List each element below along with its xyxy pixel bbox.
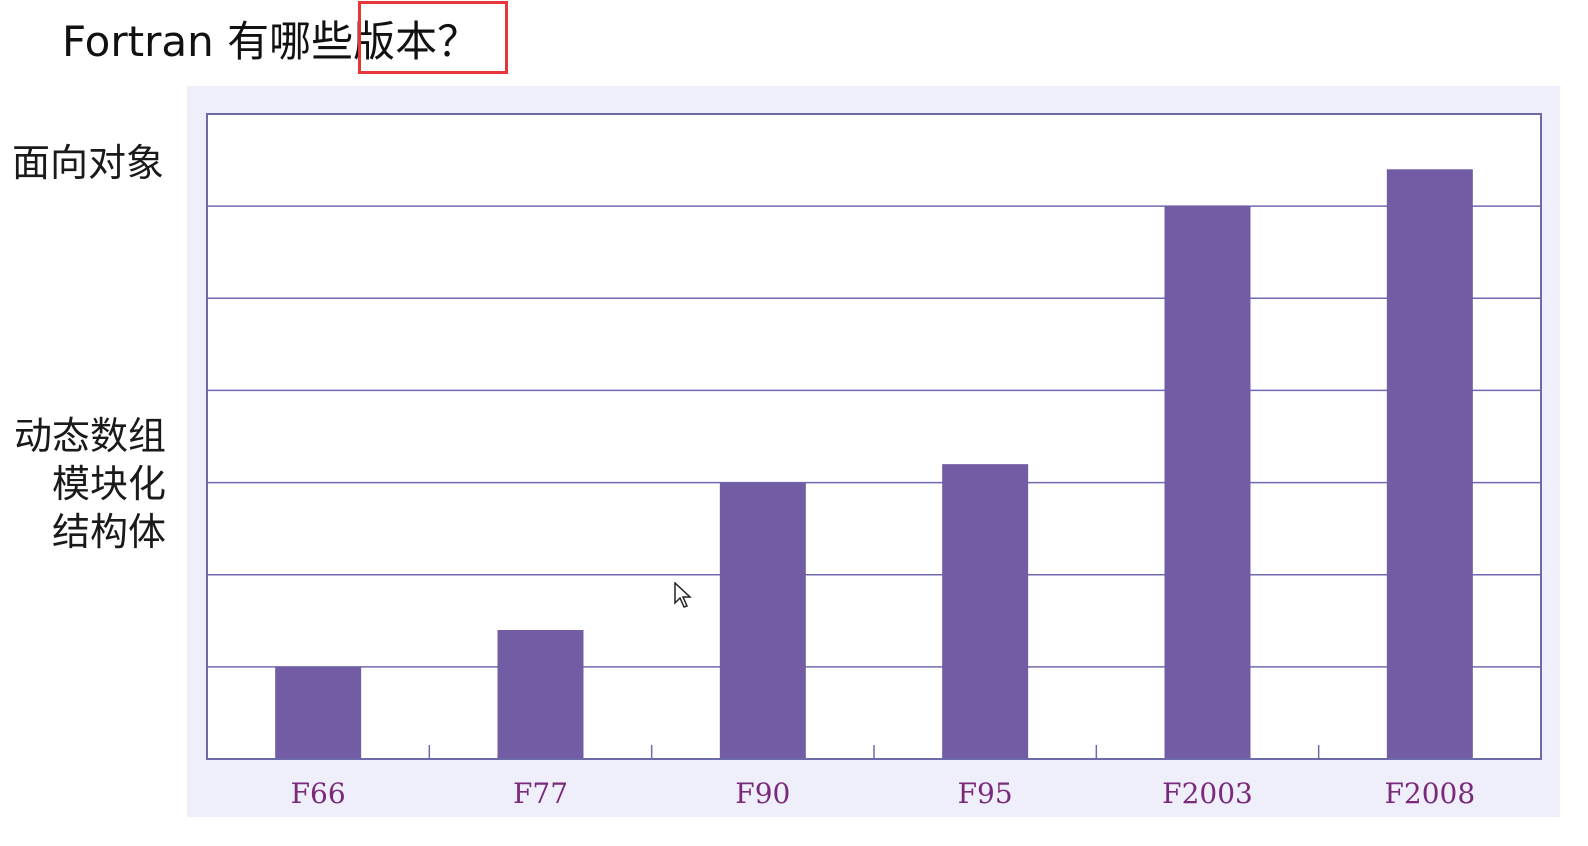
bar-f90 bbox=[719, 482, 806, 759]
bar-f2008 bbox=[1386, 169, 1473, 760]
x-tick-label-f90: F90 bbox=[735, 777, 790, 810]
x-tick-label-f2003: F2003 bbox=[1162, 777, 1253, 810]
y-annotation-struct: 结构体 bbox=[51, 510, 166, 554]
bar-f95 bbox=[942, 464, 1029, 759]
title-highlight-box bbox=[358, 1, 508, 74]
x-tick-label-f77: F77 bbox=[513, 777, 568, 810]
x-tick-label-f2008: F2008 bbox=[1384, 777, 1475, 810]
bar-f77 bbox=[497, 630, 584, 759]
y-annotation-modular: 模块化 bbox=[51, 462, 166, 506]
slide-title: Fortran 有哪些版本？ bbox=[62, 16, 480, 66]
x-tick-labels: F66 F77 F90 F95 F2003 F2008 bbox=[291, 777, 1476, 810]
bar-f66 bbox=[275, 666, 362, 759]
plot-area bbox=[207, 114, 1541, 759]
x-tick-label-f95: F95 bbox=[958, 777, 1013, 810]
bar-f2003 bbox=[1164, 206, 1251, 760]
y-annotation-oop: 面向对象 bbox=[12, 141, 165, 185]
bars bbox=[275, 169, 1473, 760]
grid-lines bbox=[207, 114, 1541, 759]
axes bbox=[206, 113, 1542, 760]
mouse-cursor-icon bbox=[674, 582, 692, 608]
x-tick-label-f66: F66 bbox=[291, 777, 346, 810]
y-annotation-dynamic-array: 动态数组 bbox=[13, 414, 166, 458]
y-annotation-group: 动态数组 模块化 结构体 bbox=[0, 412, 166, 556]
